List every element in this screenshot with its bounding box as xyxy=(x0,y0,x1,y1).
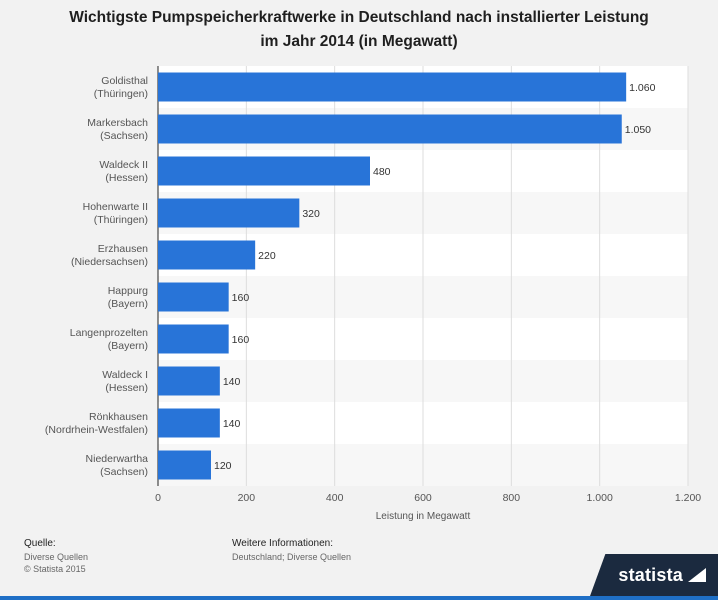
x-tick-label: 1.000 xyxy=(587,492,613,504)
category-sublabel: (Bayern) xyxy=(108,298,148,310)
bar xyxy=(158,198,300,228)
bar-value-label: 1.050 xyxy=(625,124,651,136)
category-sublabel: (Niedersachsen) xyxy=(71,256,148,268)
category-label: Niederwartha xyxy=(86,453,149,465)
category-label: Markersbach xyxy=(87,117,148,129)
bar-value-label: 140 xyxy=(223,418,241,430)
source-line-2: © Statista 2015 xyxy=(24,564,86,574)
category-label: Happurg xyxy=(108,285,148,297)
statista-logo[interactable]: statista xyxy=(590,554,718,596)
x-tick-label: 800 xyxy=(503,492,521,504)
category-sublabel: (Hessen) xyxy=(105,172,148,184)
bar xyxy=(158,450,211,480)
x-tick-label: 0 xyxy=(155,492,161,504)
source-label: Quelle: xyxy=(24,538,56,549)
bar-value-label: 220 xyxy=(258,250,276,262)
category-label: Erzhausen xyxy=(98,243,148,255)
info-label: Weitere Informationen: xyxy=(232,538,333,549)
bar xyxy=(158,240,256,270)
info-text: Deutschland; Diverse Quellen xyxy=(232,551,351,563)
bar-chart: 0 200 400 600 800 1.000 1.2001.060Goldisthal(T… xyxy=(45,66,701,522)
chart-title-line-1: Wichtigste Pumpspeicherkraftwerke in Deu… xyxy=(69,9,649,26)
bar xyxy=(158,282,229,312)
x-tick-label: 600 xyxy=(414,492,432,504)
category-sublabel: (Nordrhein-Westfalen) xyxy=(45,424,148,436)
category-sublabel: (Bayern) xyxy=(108,340,148,352)
category-label: Rönkhausen xyxy=(89,411,148,423)
category-sublabel: (Sachsen) xyxy=(100,130,148,142)
bar-value-label: 140 xyxy=(223,376,241,388)
bar xyxy=(158,324,229,354)
x-tick-label: 1.200 xyxy=(675,492,701,504)
bar-value-label: 120 xyxy=(214,460,232,472)
source-text: Diverse Quellen © Statista 2015 xyxy=(24,551,88,575)
x-tick-label: 400 xyxy=(326,492,344,504)
bar xyxy=(158,114,622,144)
statista-logo-icon xyxy=(688,568,706,582)
x-tick-label: 200 xyxy=(238,492,256,504)
bar xyxy=(158,156,370,186)
category-label: Hohenwarte II xyxy=(83,201,148,213)
footer-accent-bar xyxy=(0,596,718,600)
bar xyxy=(158,72,627,102)
category-label: Langenprozelten xyxy=(70,327,148,339)
chart-title-line-2: im Jahr 2014 (in Megawatt) xyxy=(260,33,458,50)
info-line-1: Deutschland; Diverse Quellen xyxy=(232,552,352,562)
bar-value-label: 320 xyxy=(302,208,320,220)
bar-value-label: 160 xyxy=(232,292,250,304)
bar-value-label: 1.060 xyxy=(629,82,655,94)
category-sublabel: (Hessen) xyxy=(105,382,148,394)
brand-name: statista xyxy=(618,564,683,585)
bar xyxy=(158,408,220,438)
source-line-1: Diverse Quellen xyxy=(24,552,89,562)
category-sublabel: (Thüringen) xyxy=(94,88,148,100)
bar xyxy=(158,366,220,396)
x-axis-label: Leistung in Megawatt xyxy=(376,511,471,522)
bar-value-label: 160 xyxy=(232,334,250,346)
category-label: Waldeck II xyxy=(99,159,148,171)
bar-value-label: 480 xyxy=(373,166,391,178)
category-sublabel: (Thüringen) xyxy=(94,214,148,226)
category-sublabel: (Sachsen) xyxy=(100,466,148,478)
category-label: Waldeck I xyxy=(102,369,148,381)
category-label: Goldisthal xyxy=(101,75,148,87)
chart-title: Wichtigste Pumpspeicherkraftwerke in Deu… xyxy=(0,6,718,54)
